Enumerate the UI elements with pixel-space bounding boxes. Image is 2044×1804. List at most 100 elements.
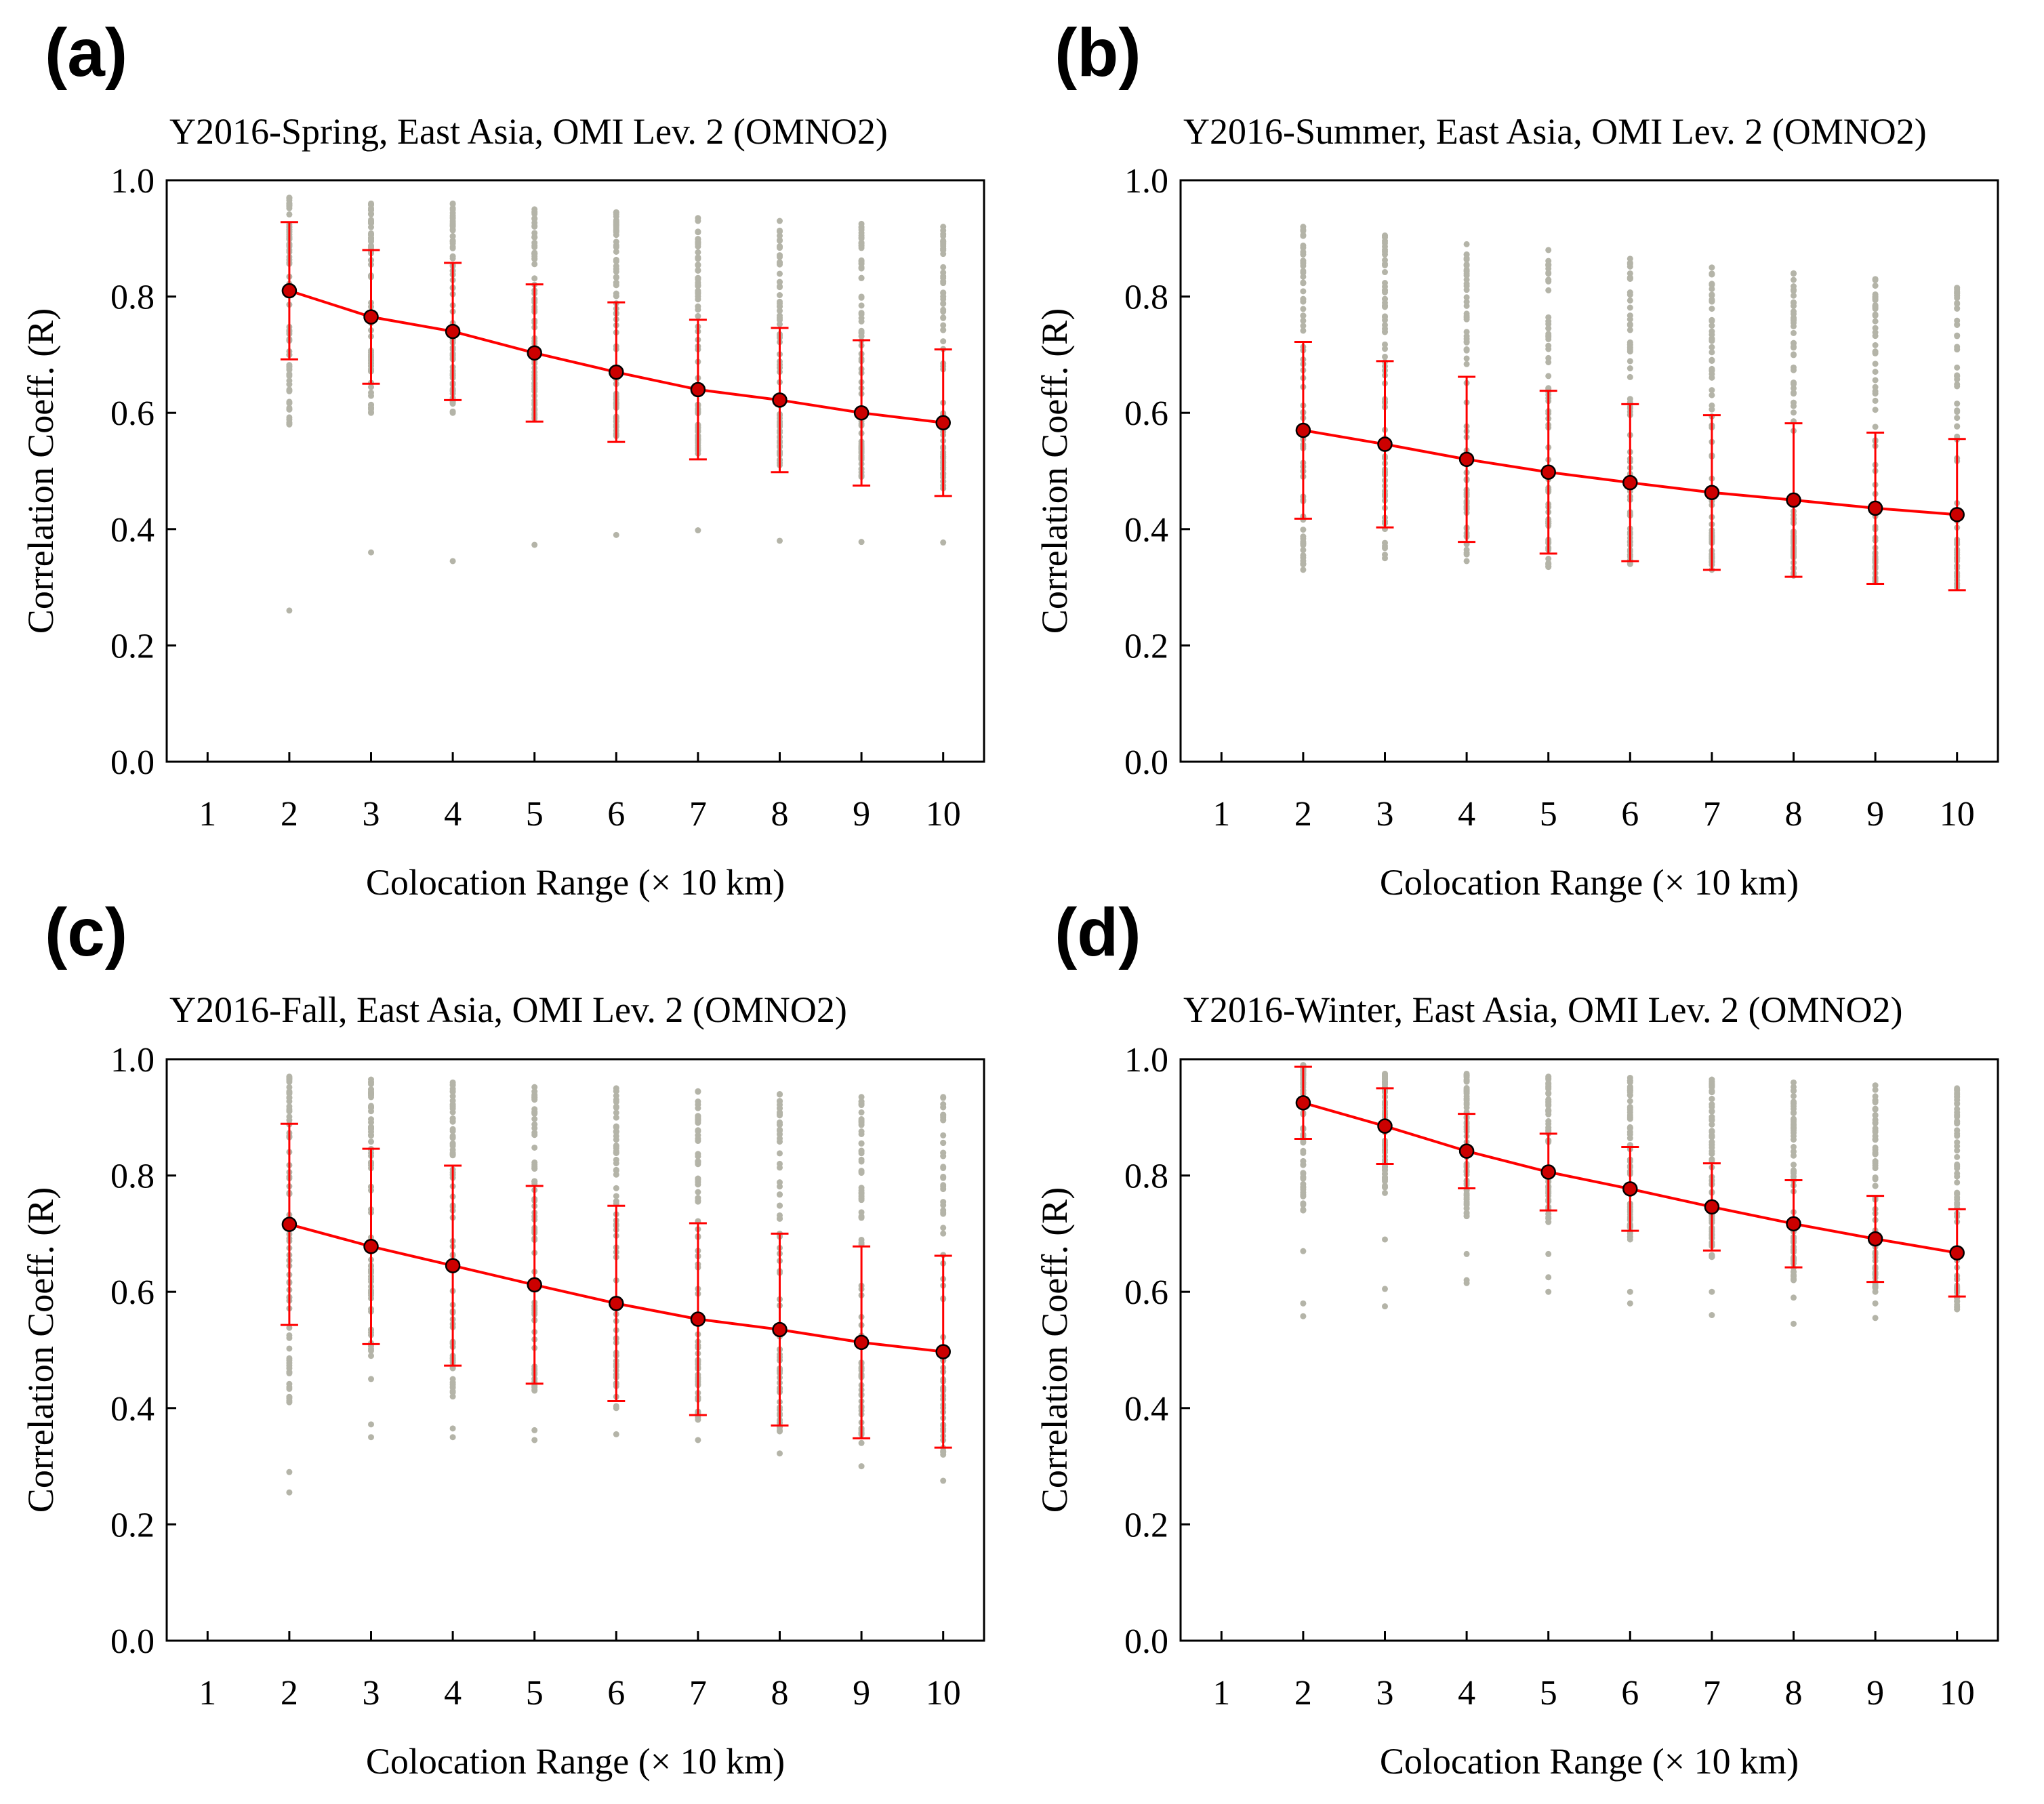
scatter-point <box>1872 1144 1879 1151</box>
scatter-point <box>1709 318 1715 325</box>
scatter-point <box>1463 1078 1470 1084</box>
scatter-point <box>531 220 538 226</box>
scatter-point <box>1545 314 1552 321</box>
x-tick-label: 6 <box>607 795 625 834</box>
scatter-point <box>940 247 947 253</box>
scatter-point <box>777 1183 783 1190</box>
scatter-point <box>1382 269 1388 276</box>
outlier-point <box>695 1437 701 1443</box>
x-tick-label: 2 <box>281 795 298 834</box>
x-tick-label: 3 <box>1376 795 1394 834</box>
scatter-point <box>1709 1096 1715 1103</box>
y-tick-label: 0.2 <box>110 1506 155 1544</box>
scatter-point <box>1545 331 1552 337</box>
scatter-point <box>1382 555 1388 562</box>
scatter-point <box>286 1394 293 1401</box>
scatter-point <box>1627 1087 1633 1094</box>
scatter-point <box>613 1109 619 1116</box>
scatter-point <box>613 221 619 228</box>
scatter-point <box>286 1073 293 1080</box>
mean-marker <box>1377 436 1393 452</box>
scatter-point <box>1545 270 1552 277</box>
scatter-point <box>1627 1098 1633 1105</box>
scatter-point <box>940 224 947 230</box>
scatter-point <box>286 1084 293 1090</box>
scatter-point <box>1709 1076 1715 1083</box>
scatter-point <box>1382 314 1388 321</box>
scatter-point <box>777 218 783 224</box>
scatter-point <box>449 1393 456 1400</box>
scatter-point <box>777 300 783 307</box>
mean-marker <box>363 309 379 325</box>
y-tick-label: 0.4 <box>110 1390 155 1429</box>
scatter-point <box>1300 541 1307 548</box>
chart-title: Y2016-Spring, East Asia, OMI Lev. 2 (OMN… <box>169 111 888 152</box>
mean-marker <box>527 345 542 361</box>
scatter-point <box>940 1182 947 1189</box>
mean-marker <box>445 1258 461 1273</box>
mean-marker <box>1786 1216 1801 1232</box>
scatter-point <box>1300 317 1307 324</box>
scatter-point <box>1463 551 1470 558</box>
scatter-point <box>1791 340 1797 346</box>
scatter-point <box>695 262 701 268</box>
scatter-point <box>695 1088 701 1094</box>
scatter-point <box>1872 350 1879 356</box>
scatter-point <box>1463 355 1470 362</box>
x-tick-label: 5 <box>526 795 544 834</box>
scatter-point <box>286 1399 293 1406</box>
scatter-point <box>449 255 456 262</box>
scatter-point <box>1627 297 1633 304</box>
scatter-point <box>1627 275 1633 282</box>
outlier-point <box>1791 1320 1797 1327</box>
scatter-point <box>1463 1191 1470 1198</box>
outlier-point <box>449 558 456 565</box>
mean-marker <box>1540 1164 1556 1180</box>
scatter-point <box>1627 365 1633 372</box>
outlier-point <box>286 1489 293 1496</box>
scatter-point <box>613 1149 619 1156</box>
scatter-point <box>777 1112 783 1119</box>
outlier-point <box>1872 1315 1879 1321</box>
scatter-point <box>1300 249 1307 255</box>
scatter-point <box>368 1376 374 1382</box>
scatter-point <box>1709 285 1715 292</box>
scatter-point <box>1872 361 1879 367</box>
x-tick-label: 2 <box>1294 1674 1312 1713</box>
scatter-point <box>1954 1112 1961 1119</box>
scatter-point <box>858 274 865 281</box>
scatter-point <box>449 205 456 211</box>
scatter-point <box>777 1150 783 1157</box>
scatter-point <box>531 1144 538 1151</box>
scatter-point <box>858 318 865 325</box>
scatter-point <box>1954 346 1961 353</box>
plot-frame <box>165 179 985 763</box>
scatter-point <box>1300 232 1307 239</box>
x-tick-label: 6 <box>1621 1674 1639 1713</box>
scatter-point <box>940 1094 947 1101</box>
scatter-point <box>1954 317 1961 324</box>
scatter-point <box>1709 1128 1715 1135</box>
scatter-point <box>777 1126 783 1133</box>
scatter-point <box>368 231 374 238</box>
scatter-point <box>531 1125 538 1132</box>
mean-marker <box>853 405 870 421</box>
scatter-point <box>1709 1139 1715 1145</box>
y-tick-label: 0.8 <box>110 279 155 317</box>
scatter-point <box>531 1164 538 1170</box>
scatter-point <box>531 1387 538 1394</box>
scatter-point <box>858 330 865 337</box>
scatter-point <box>613 282 619 289</box>
scatter-point <box>1791 310 1797 317</box>
scatter-point <box>531 275 538 282</box>
scatter-point <box>1954 383 1961 390</box>
scatter-point <box>1627 1131 1633 1138</box>
scatter-point <box>1709 1101 1715 1108</box>
scatter-point <box>1545 354 1552 361</box>
x-tick-label: 5 <box>526 1674 544 1713</box>
scatter-point <box>1300 1200 1307 1207</box>
mean-marker <box>690 382 706 398</box>
outlier-point <box>858 1463 865 1470</box>
y-tick-label: 0.6 <box>1124 394 1168 433</box>
y-tick-label: 0.0 <box>1124 1622 1168 1661</box>
